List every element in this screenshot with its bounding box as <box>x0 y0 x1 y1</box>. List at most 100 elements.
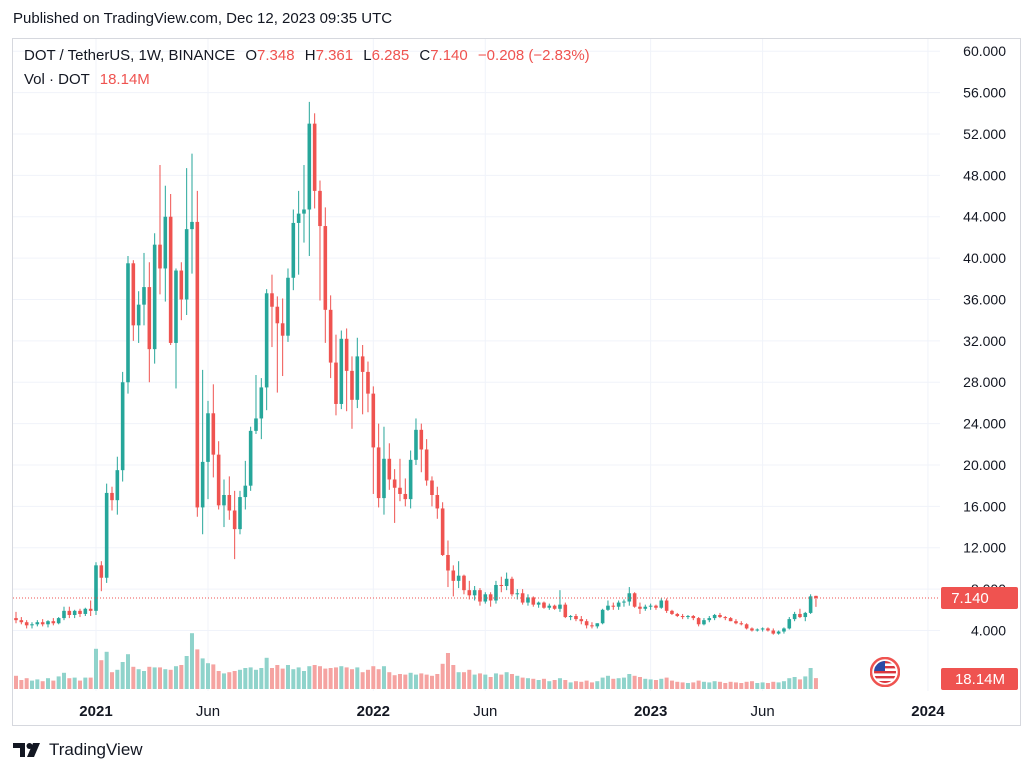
candle-body <box>787 619 792 629</box>
candle-body <box>94 565 98 611</box>
brand-name: TradingView <box>49 740 143 759</box>
price-axis: 60.000 56.000 52.000 48.000 44.000 40.000 36.0… <box>963 43 1006 638</box>
axis-tags: 7.140 18.14M <box>941 587 1018 690</box>
candle-body <box>696 618 701 625</box>
chart-grid <box>13 39 940 691</box>
volume-bar <box>664 677 669 689</box>
candle-body <box>654 605 658 608</box>
candle-body <box>440 508 445 555</box>
candle-body <box>40 622 45 625</box>
candle-body <box>456 575 461 581</box>
volume-bar <box>275 665 280 689</box>
volume-bar <box>707 682 712 689</box>
volume-bar <box>765 683 770 689</box>
price-tick-label: 32.000 <box>963 333 1006 349</box>
candle-body <box>264 293 269 388</box>
candle-body <box>723 617 728 619</box>
volume-bar <box>259 668 264 689</box>
volume-bar <box>595 681 600 689</box>
candle-body <box>243 485 248 498</box>
volume-bar <box>307 666 312 689</box>
us-flag-icon[interactable] <box>870 657 900 687</box>
volume-label[interactable]: Vol · DOT <box>24 71 90 88</box>
volume-bar <box>621 677 626 689</box>
candle-body <box>115 470 120 501</box>
volume-bar <box>152 667 157 689</box>
volume-bar <box>461 672 466 689</box>
volume-bar <box>771 681 776 689</box>
candle-body <box>632 593 637 607</box>
candle-body <box>30 624 34 626</box>
candle-body <box>403 493 408 500</box>
volume-bar <box>413 674 418 689</box>
candle-body <box>286 277 290 336</box>
candle-body <box>622 601 626 603</box>
candle-body <box>510 578 514 595</box>
volume-bar <box>339 666 344 689</box>
candle-body <box>355 356 360 400</box>
candle-body <box>110 492 114 501</box>
candle-body <box>387 458 392 480</box>
volume-bar <box>808 668 813 689</box>
candle-body <box>579 619 584 622</box>
volume-bar <box>659 678 664 689</box>
volume-bar <box>419 673 424 689</box>
volume-bar <box>168 669 173 689</box>
candle-body <box>46 621 50 625</box>
volume-bar <box>285 665 290 689</box>
price-tick-label: 44.000 <box>963 209 1006 225</box>
volume-bar <box>653 680 658 689</box>
volume-bar <box>61 672 66 689</box>
tradingview-logo[interactable]: TradingView <box>13 740 143 760</box>
open-value: 7.348 <box>257 47 295 64</box>
candle-body <box>478 590 482 602</box>
candle-body <box>19 620 24 623</box>
last-price-tag <box>941 587 1018 610</box>
volume-bar <box>648 679 653 689</box>
volume-bar <box>536 680 541 689</box>
volume-bar <box>563 680 568 689</box>
volume-bar <box>205 663 210 689</box>
candle-body <box>595 623 600 627</box>
volume-bar <box>109 672 114 689</box>
candle-body <box>99 565 104 578</box>
candle-body <box>62 610 66 619</box>
price-tick-label: 52.000 <box>963 126 1006 142</box>
candle-body <box>792 613 797 620</box>
chart-frame[interactable] <box>12 38 1021 726</box>
volume-bar <box>104 651 109 689</box>
candle-body <box>552 605 557 609</box>
volume-value: 18.14M <box>99 71 150 88</box>
volume-bar <box>627 674 632 689</box>
candle-body <box>798 613 802 618</box>
volume-bar <box>328 668 333 689</box>
volume-bar <box>200 658 205 689</box>
volume-bar <box>701 681 706 689</box>
candle-body <box>766 628 770 631</box>
candle-body <box>291 222 296 278</box>
candle-body <box>67 610 72 615</box>
volume-bar <box>189 633 194 689</box>
candle-body <box>691 616 696 619</box>
candle-body <box>536 602 541 605</box>
candle-body <box>190 221 194 230</box>
candle-body <box>163 216 168 269</box>
volume-bar <box>83 677 88 689</box>
candle-body <box>483 594 488 602</box>
symbol-title[interactable]: DOT / TetherUS, 1W, BINANCE <box>24 47 236 64</box>
volume-bar <box>680 682 685 689</box>
candle-body <box>232 510 237 530</box>
volume-bar <box>381 666 386 689</box>
volume-bar <box>51 680 56 689</box>
candle-body <box>755 629 760 631</box>
time-axis: 2021 Jun 2022 Jun 2023 Jun 2024 <box>79 703 945 720</box>
volume-bar <box>344 667 349 689</box>
volume-bar <box>269 668 274 689</box>
volume-bar <box>120 662 125 689</box>
volume-bar <box>72 677 77 689</box>
price-tick-label: 24.000 <box>963 416 1006 432</box>
price-tick-label: 48.000 <box>963 167 1006 183</box>
candle-body <box>648 605 653 607</box>
candle-body <box>472 590 477 596</box>
